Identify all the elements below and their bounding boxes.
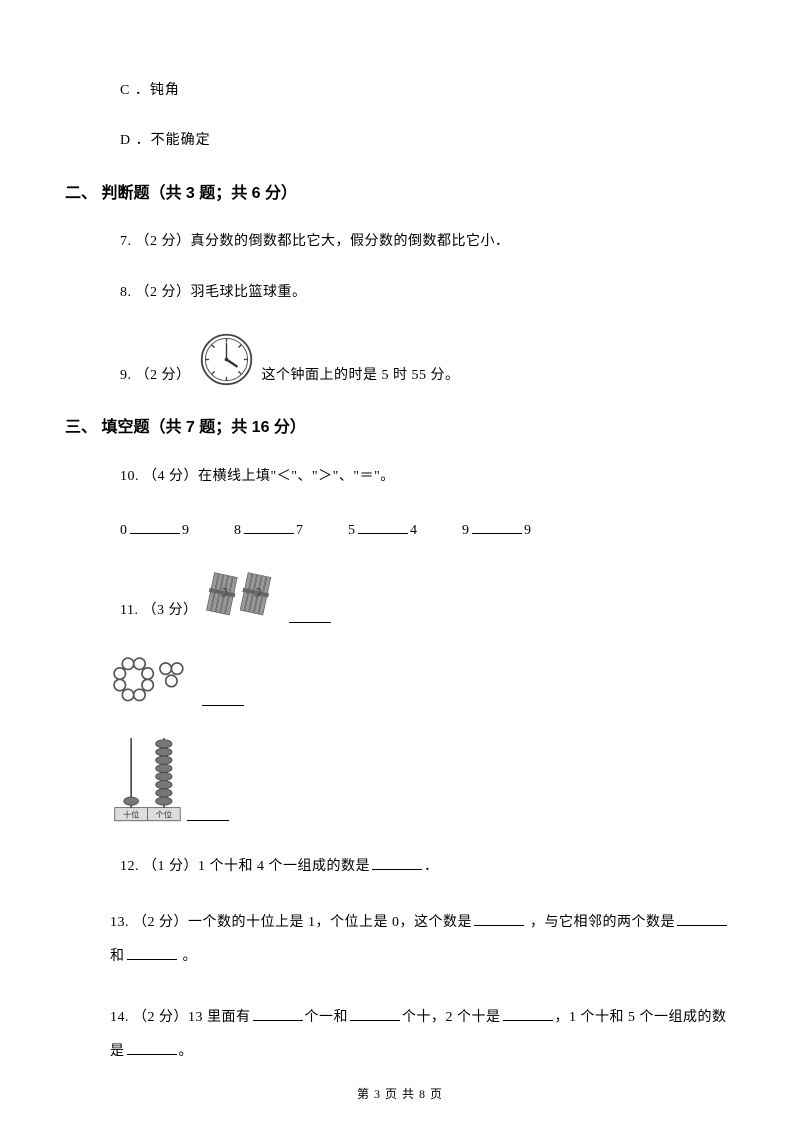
q14-p3: 个十，2 个十是 [402, 1010, 501, 1025]
clock-icon [199, 332, 254, 387]
q14-p5: 是 [110, 1044, 125, 1059]
q10-a3: 5 [348, 523, 356, 538]
page-footer: 第 3 页 共 8 页 [0, 1085, 800, 1104]
question-7: 7. （2 分）真分数的倒数都比它大，假分数的倒数都比它小． [120, 231, 735, 253]
question-14: 14. （2 分）13 里面有 个一和 个十，2 个十是 ，1 个十和 5 个一组成的… [110, 1001, 735, 1068]
q11-prefix: 11. （3 分） [120, 600, 197, 622]
question-9: 9. （2 分） 这个钟面上的时是 5 时 55 分。 [120, 332, 735, 387]
blank[interactable] [472, 516, 522, 534]
blank[interactable] [187, 803, 229, 821]
blank[interactable] [127, 942, 177, 960]
blank[interactable] [677, 908, 727, 926]
q9-suffix: 这个钟面上的时是 5 时 55 分。 [262, 365, 460, 387]
q10-a4: 9 [462, 523, 470, 538]
blank[interactable] [289, 605, 331, 623]
svg-text:十位: 十位 [123, 809, 139, 819]
section-2-header: 二、 判断题（共 3 题；共 6 分） [65, 181, 735, 207]
question-8: 8. （2 分）羽毛球比篮球重。 [120, 282, 735, 304]
q10-blanks: 0 9 8 7 5 4 9 9 [120, 516, 735, 542]
q13-p1: 13. （2 分）一个数的十位上是 1，个位上是 0，这个数是 [110, 915, 472, 930]
section-3-header: 三、 填空题（共 7 题；共 16 分） [65, 415, 735, 441]
circles-icon [110, 651, 200, 706]
blank[interactable] [350, 1003, 400, 1021]
blank[interactable] [503, 1003, 553, 1021]
q10-a2: 8 [234, 523, 242, 538]
question-11: 11. （3 分） [120, 568, 735, 623]
blank[interactable] [372, 852, 422, 870]
q11-abacus: 十位 个位 [110, 734, 735, 824]
blank[interactable] [127, 1037, 177, 1055]
option-d: D ．不能确定 [120, 130, 735, 152]
q14-p6: 。 [179, 1044, 194, 1059]
q13-p4: 。 [179, 949, 198, 964]
option-c: C ．钝角 [120, 80, 735, 102]
q12-text: 12. （1 分）1 个十和 4 个一组成的数是 [120, 859, 370, 874]
question-10: 10. （4 分）在横线上填"＜"、"＞"、"＝"。 [120, 466, 735, 488]
q10-b4: 9 [524, 523, 532, 538]
q10-a1: 0 [120, 523, 128, 538]
question-12: 12. （1 分）1 个十和 4 个一组成的数是 ． [120, 852, 735, 878]
blank[interactable] [202, 688, 244, 706]
blank[interactable] [474, 908, 524, 926]
q14-p4: ，1 个十和 5 个一组成的数 [555, 1010, 727, 1025]
abacus-icon: 十位 个位 [110, 734, 185, 824]
svg-text:个位: 个位 [156, 809, 172, 819]
q13-p2: ，与它相邻的两个数是 [526, 915, 675, 930]
blank[interactable] [130, 516, 180, 534]
q12-end: ． [424, 859, 439, 874]
q10-b3: 4 [410, 523, 418, 538]
q14-p2: 个一和 [305, 1010, 349, 1025]
blank[interactable] [253, 1003, 303, 1021]
sticks-bundles-icon [202, 568, 282, 623]
q10-b1: 9 [182, 523, 190, 538]
question-13: 13. （2 分）一个数的十位上是 1，个位上是 0，这个数是 ，与它相邻的两个… [110, 906, 735, 973]
q13-p3: 和 [110, 949, 125, 964]
q11-circles [110, 651, 735, 706]
blank[interactable] [244, 516, 294, 534]
q10-b2: 7 [296, 523, 304, 538]
blank[interactable] [358, 516, 408, 534]
q9-prefix: 9. （2 分） [120, 365, 191, 387]
q14-p1: 14. （2 分）13 里面有 [110, 1010, 251, 1025]
